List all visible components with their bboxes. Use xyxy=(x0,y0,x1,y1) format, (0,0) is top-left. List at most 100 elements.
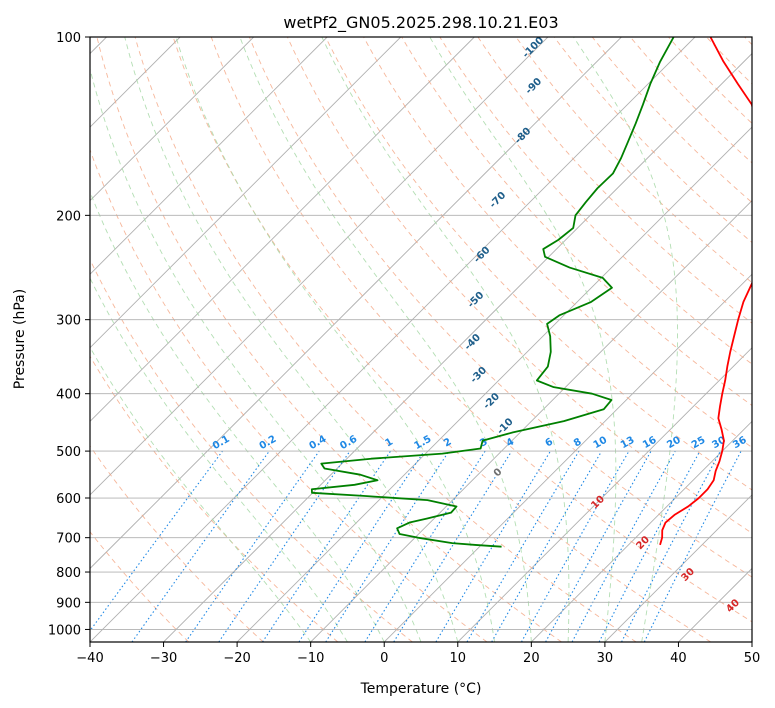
y-tick-label: 600 xyxy=(56,492,81,507)
mixing-ratio-label: 0.2 xyxy=(258,434,279,452)
mixing-ratio-line xyxy=(643,450,742,642)
mixing-ratio-line xyxy=(545,450,652,642)
y-tick-label: 400 xyxy=(56,388,81,403)
mixing-ratio-label: 25 xyxy=(690,435,708,452)
moist-adiabat-label: -90 xyxy=(524,76,545,97)
reference-line-labels: 0.1 0.2 0.4 0.6 1 1.5 2 3 4 6 8 10 13 16 20 25 30 36-100-… xyxy=(211,35,749,615)
y-axis-label: Pressure (hPa) xyxy=(12,289,28,389)
dry-adiabat-label: 30 xyxy=(679,566,697,584)
mixing-ratio-label: 1 xyxy=(384,436,396,449)
dry-adiabat-line xyxy=(90,258,413,642)
isotherm-line xyxy=(678,567,752,642)
mixing-ratio-line xyxy=(262,450,391,642)
mixing-ratio-line xyxy=(185,450,320,642)
moist-adiabat-label: -100 xyxy=(521,35,547,61)
dry-adiabat-line xyxy=(90,531,189,642)
mixing-ratio-label: 3 xyxy=(478,436,490,449)
isotherm-line xyxy=(90,37,254,202)
moist-adiabat-line xyxy=(321,37,570,642)
mixing-ratio-line xyxy=(298,450,425,642)
isotherm-line xyxy=(90,37,622,570)
dry-adiabat-line xyxy=(668,37,752,124)
mixing-ratio-line xyxy=(325,450,450,642)
dry-adiabat-line xyxy=(287,37,752,534)
dry-adiabat-line xyxy=(439,37,752,365)
dry-adiabat-line xyxy=(325,37,752,491)
x-tick-label: −10 xyxy=(297,651,324,666)
dry-adiabat-line xyxy=(515,37,752,284)
moist-adiabat-line xyxy=(90,67,422,642)
moist-adiabat-label: 0 xyxy=(492,467,505,480)
isotherm-line xyxy=(604,494,752,642)
x-tick-label: 30 xyxy=(597,651,614,666)
moist-adiabat-line xyxy=(124,37,459,642)
x-tick-label: 0 xyxy=(380,651,388,666)
mixing-ratio-line xyxy=(466,450,580,642)
y-tick-label: 100 xyxy=(56,31,81,46)
dry-adiabat-line xyxy=(90,148,488,642)
mixing-ratio-line xyxy=(218,450,351,642)
moist-adiabat-line xyxy=(573,37,678,642)
mixing-ratio-label: 36 xyxy=(731,435,749,452)
moist-adiabat-label: -60 xyxy=(472,245,493,266)
dry-adiabat-line xyxy=(706,37,752,85)
y-tick-label: 500 xyxy=(56,445,81,460)
dry-adiabat-line xyxy=(96,37,562,642)
isotherm-line xyxy=(163,52,752,642)
y-tick-label: 800 xyxy=(56,566,81,581)
dewpoint-profile-line xyxy=(310,37,675,548)
dry-adiabat-line xyxy=(629,37,752,164)
moist-adiabat-line xyxy=(90,277,348,642)
sounding-profiles xyxy=(310,37,752,548)
x-axis-label: Temperature (°C) xyxy=(360,681,482,697)
y-tick-label: 900 xyxy=(56,596,81,611)
mixing-ratio-line xyxy=(90,450,223,632)
isotherm-line xyxy=(531,420,752,642)
mixing-ratio-label: 6 xyxy=(543,436,555,449)
isotherm-line xyxy=(90,37,696,642)
mixing-ratio-label: 8 xyxy=(572,436,584,449)
x-tick-label: 50 xyxy=(744,651,761,666)
y-tick-label: 700 xyxy=(56,532,81,547)
moist-adiabat-line xyxy=(239,37,532,642)
mixing-ratio-label: 2 xyxy=(442,436,454,449)
dry-adiabat-line xyxy=(210,37,752,623)
mixing-ratio-line xyxy=(364,450,486,642)
mixing-ratio-line xyxy=(598,450,701,642)
dry-adiabat-line xyxy=(477,37,752,324)
plot-frame xyxy=(89,36,753,643)
moist-adiabat-label: -70 xyxy=(488,190,509,211)
dry-adiabat-label: 10 xyxy=(589,494,607,512)
x-axis-ticks: −40 −30 −20 −10 0 10 20 30 40 50 xyxy=(76,642,760,666)
isotherm-line xyxy=(236,126,752,642)
x-tick-label: 10 xyxy=(450,651,467,666)
dry-adiabat-line xyxy=(248,37,752,578)
isotherm-line xyxy=(457,347,752,642)
x-tick-label: 40 xyxy=(670,651,687,666)
x-tick-label: −40 xyxy=(76,651,103,666)
mixing-ratio-line xyxy=(520,450,630,642)
dry-adiabat-line xyxy=(90,355,339,642)
moist-adiabat-line xyxy=(175,37,496,642)
moist-adiabat-label: -40 xyxy=(463,332,484,353)
moist-adiabat-label: -80 xyxy=(513,126,534,147)
mixing-ratio-label: 30 xyxy=(710,435,728,452)
dry-adiabat-line xyxy=(744,37,752,46)
isotherm-line xyxy=(383,273,752,642)
moist-adiabat-label: -50 xyxy=(466,290,487,311)
mixing-ratio-label: 16 xyxy=(641,435,659,452)
isotherm-line xyxy=(90,37,475,422)
pressure-gridlines xyxy=(90,37,752,630)
dry-adiabat-line xyxy=(134,37,637,642)
isotherm-line xyxy=(90,37,328,275)
x-tick-label: −20 xyxy=(223,651,250,666)
dry-adiabat-label: 40 xyxy=(724,597,742,615)
dry-adiabat-line xyxy=(363,37,752,448)
chart-title: wetPf2_GN05.2025.298.10.21.E03 xyxy=(283,13,558,33)
y-tick-label: 200 xyxy=(56,209,81,224)
mixing-ratio-line xyxy=(131,450,270,642)
mixing-ratio-label: 20 xyxy=(665,435,683,452)
background-reference-lines xyxy=(90,37,752,642)
isotherm-line xyxy=(90,37,549,496)
